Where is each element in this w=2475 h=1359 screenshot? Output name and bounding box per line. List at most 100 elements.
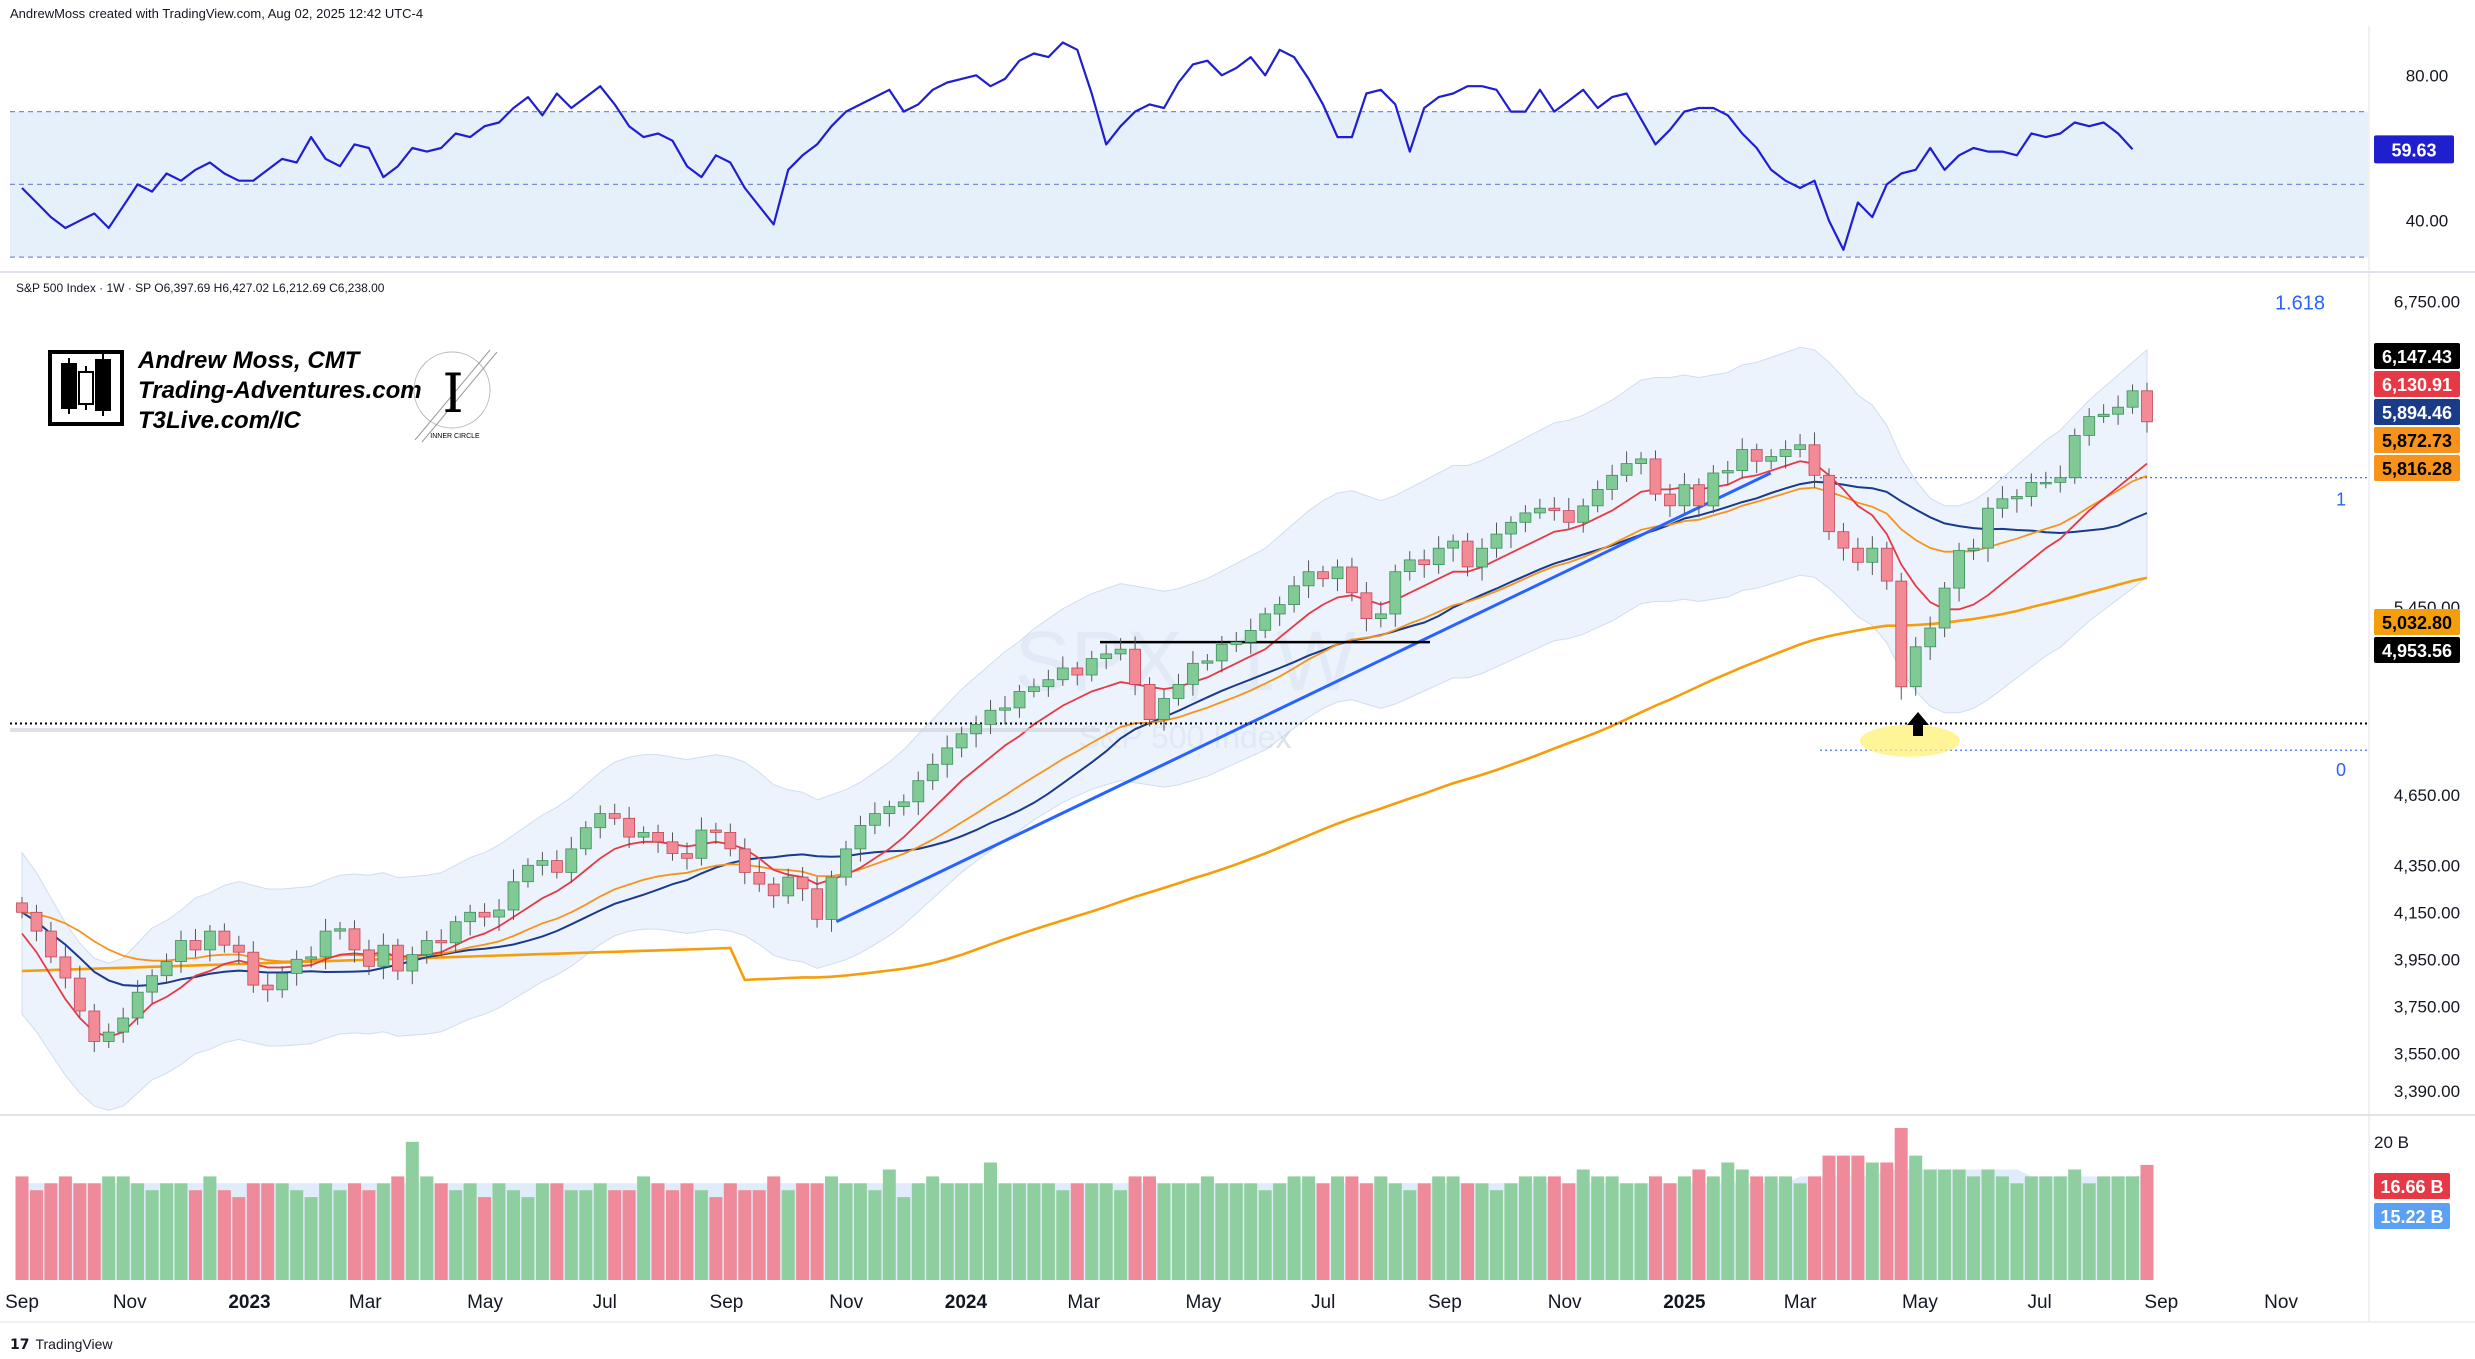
volume-pane[interactable]: 20 B 16.66 B 15.22 B [15, 1128, 2451, 1281]
volume-bar[interactable] [1649, 1176, 1662, 1280]
candle[interactable] [796, 876, 809, 890]
volume-bar[interactable] [1533, 1176, 1547, 1280]
candle[interactable] [348, 928, 361, 951]
candle[interactable] [478, 911, 491, 918]
candle[interactable] [59, 956, 72, 979]
candle[interactable] [88, 1010, 101, 1042]
candle[interactable] [146, 975, 159, 993]
volume-bar[interactable] [1331, 1176, 1344, 1280]
candle[interactable] [2025, 481, 2038, 497]
volume-bar[interactable] [1851, 1155, 1865, 1280]
candle[interactable] [391, 944, 404, 972]
volume-bar[interactable] [232, 1197, 246, 1280]
volume-bar[interactable] [1721, 1162, 1735, 1281]
volume-bar[interactable] [1287, 1176, 1301, 1280]
candle[interactable] [1591, 488, 1604, 507]
volume-bar[interactable] [882, 1169, 896, 1281]
volume-bar[interactable] [275, 1183, 289, 1280]
volume-bar[interactable] [1764, 1176, 1778, 1280]
candle[interactable] [926, 763, 939, 782]
volume-bar[interactable] [203, 1176, 217, 1280]
volume-bar[interactable] [984, 1162, 997, 1281]
volume-bar[interactable] [1359, 1183, 1373, 1280]
candle[interactable] [1649, 458, 1662, 495]
candle[interactable] [276, 973, 289, 991]
volume-bar[interactable] [1518, 1176, 1532, 1280]
volume-bar[interactable] [1056, 1190, 1070, 1280]
volume-bar[interactable] [955, 1183, 969, 1280]
volume-bar[interactable] [189, 1190, 202, 1280]
volume-bar[interactable] [1114, 1190, 1128, 1280]
volume-bar[interactable] [1967, 1176, 1980, 1280]
candle[interactable] [1909, 646, 1922, 688]
trendline[interactable] [835, 471, 1772, 924]
volume-bar[interactable] [940, 1183, 954, 1280]
candle[interactable] [1606, 474, 1618, 490]
candle[interactable] [1418, 559, 1431, 566]
volume-bar[interactable] [622, 1190, 636, 1280]
candle[interactable] [854, 825, 867, 850]
candle[interactable] [160, 961, 173, 977]
volume-bar[interactable] [1345, 1176, 1359, 1280]
candle[interactable] [30, 911, 43, 932]
candle[interactable] [869, 813, 881, 826]
candle[interactable] [377, 944, 390, 967]
volume-bar[interactable] [853, 1183, 867, 1280]
candle[interactable] [941, 747, 954, 765]
candle[interactable] [1895, 580, 1908, 688]
candle[interactable] [695, 829, 708, 859]
volume-bar[interactable] [1374, 1176, 1388, 1280]
volume-bar[interactable] [825, 1176, 838, 1280]
candle[interactable] [782, 876, 795, 897]
volume-bar[interactable] [1012, 1183, 1026, 1280]
volume-bar[interactable] [564, 1190, 578, 1280]
candle[interactable] [2054, 477, 2067, 483]
candle[interactable] [1013, 691, 1026, 709]
candle[interactable] [435, 940, 448, 944]
volume-bar[interactable] [102, 1176, 116, 1280]
candle[interactable] [2097, 413, 2110, 417]
candle[interactable] [1187, 662, 1199, 685]
volume-bar[interactable] [1229, 1183, 1243, 1280]
volume-bar[interactable] [1403, 1190, 1417, 1280]
candle[interactable] [1750, 449, 1763, 462]
volume-bar[interactable] [1461, 1183, 1475, 1280]
volume-bar[interactable] [608, 1190, 622, 1280]
volume-bar[interactable] [579, 1190, 593, 1280]
volume-bar[interactable] [1273, 1183, 1287, 1280]
candle[interactable] [970, 724, 982, 735]
volume-bar[interactable] [1677, 1176, 1691, 1280]
candle[interactable] [334, 928, 346, 932]
candle[interactable] [1577, 505, 1590, 523]
candle[interactable] [1620, 463, 1633, 476]
candle[interactable] [218, 930, 231, 946]
candle[interactable] [666, 841, 679, 854]
volume-bar[interactable] [131, 1183, 145, 1280]
volume-bar[interactable] [1981, 1169, 1995, 1281]
volume-bar[interactable] [2024, 1176, 2038, 1280]
candle[interactable] [247, 951, 260, 986]
volume-bar[interactable] [2140, 1164, 2154, 1280]
volume-bar[interactable] [1215, 1183, 1229, 1280]
candle[interactable] [984, 709, 997, 725]
candle[interactable] [420, 940, 433, 956]
volume-bar[interactable] [666, 1190, 679, 1280]
candle[interactable] [305, 956, 318, 960]
candle[interactable] [1302, 571, 1315, 587]
candle[interactable] [710, 829, 722, 833]
candle[interactable] [565, 848, 578, 873]
candle[interactable] [652, 832, 664, 843]
candle[interactable] [753, 872, 766, 885]
volume-bar[interactable] [2082, 1183, 2096, 1280]
candle[interactable] [1042, 679, 1055, 688]
volume-bar[interactable] [333, 1190, 347, 1280]
candle[interactable] [1230, 641, 1243, 645]
volume-bar[interactable] [507, 1190, 520, 1280]
candle[interactable] [767, 883, 780, 897]
candle[interactable] [2126, 390, 2139, 408]
volume-bar[interactable] [1822, 1155, 1836, 1280]
volume-bar[interactable] [1909, 1155, 1923, 1280]
candle[interactable] [1779, 449, 1792, 457]
volume-bar[interactable] [651, 1183, 665, 1280]
